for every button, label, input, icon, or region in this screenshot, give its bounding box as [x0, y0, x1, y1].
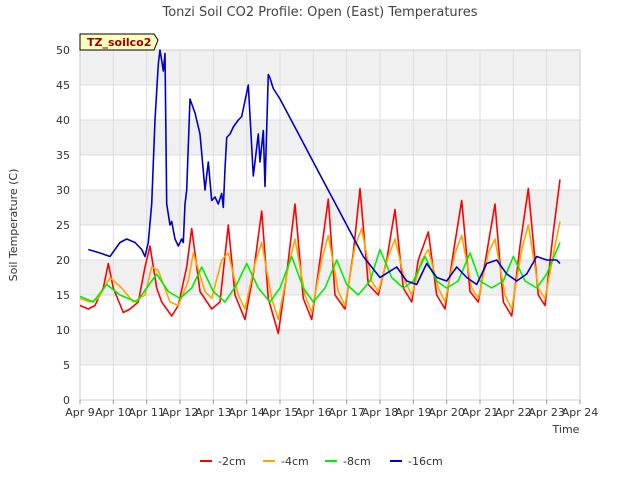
y-tick-label: 5 [63, 359, 70, 372]
plot-bands [80, 50, 580, 365]
legend-item: -16cm [390, 455, 443, 468]
y-tick-label: 10 [56, 324, 70, 337]
plot-band [80, 120, 580, 155]
series-line-minus-16cm [88, 49, 561, 286]
series-line-minus-2cm [79, 179, 561, 335]
legend-item: -2cm [200, 455, 246, 468]
x-tick-label: Apr 19 [395, 406, 432, 419]
chart-title: Tonzi Soil CO2 Profile: Open (East) Temp… [161, 5, 477, 20]
x-axis-label: Time [552, 423, 580, 436]
x-tick-label: Apr 15 [262, 406, 299, 419]
y-tick-label: 30 [56, 184, 70, 197]
legend-label: -2cm [218, 455, 246, 468]
legend-label: -16cm [408, 455, 443, 468]
legend-label: -4cm [281, 455, 309, 468]
x-tick-label: Apr 16 [295, 406, 332, 419]
site-label-box: TZ_soilco2 [79, 33, 159, 51]
x-tick-label: Apr 24 [562, 406, 599, 419]
legend-label: -8cm [343, 455, 371, 468]
y-tick-label: 0 [63, 394, 70, 407]
y-tick-label: 20 [56, 254, 70, 267]
series-layer [79, 49, 561, 335]
x-tick-label: Apr 10 [95, 406, 132, 419]
x-tick-label: Apr 18 [362, 406, 399, 419]
y-tick-label: 50 [56, 44, 70, 57]
x-tick-label: Apr 14 [228, 406, 265, 419]
x-tick-label: Apr 13 [195, 406, 232, 419]
site-label-shape [79, 33, 159, 51]
series-line-minus-8cm [79, 242, 561, 303]
x-tick-label: Apr 23 [528, 406, 565, 419]
legend-item: -8cm [325, 455, 371, 468]
legend-item: -4cm [263, 455, 309, 468]
site-label: TZ_soilco2 [87, 36, 151, 49]
y-tick-label: 15 [56, 289, 70, 302]
plot-band [80, 330, 580, 365]
plot-band [80, 50, 580, 85]
x-tick-label: Apr 17 [328, 406, 365, 419]
x-tick-label: Apr 11 [128, 406, 165, 419]
x-tick-label: Apr 12 [162, 406, 199, 419]
y-axis-label: Soil Temperature (C) [7, 169, 20, 282]
plot-frame [79, 49, 581, 401]
y-tick-label: 40 [56, 114, 70, 127]
y-tick-label: 35 [56, 149, 70, 162]
x-tick-label: Apr 22 [495, 406, 532, 419]
x-tick-label: Apr 21 [462, 406, 499, 419]
x-tick-label: Apr 20 [428, 406, 465, 419]
y-tick-label: 25 [56, 219, 70, 232]
x-tick-label: Apr 9 [65, 406, 95, 419]
y-tick-label: 45 [56, 79, 70, 92]
legend: -2cm -4cm -8cm -16cm [200, 455, 443, 468]
